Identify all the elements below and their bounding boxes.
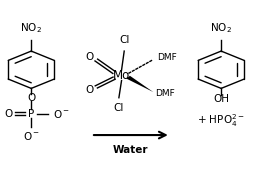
Text: NO$_2$: NO$_2$ [20, 21, 42, 35]
Text: O: O [85, 52, 94, 62]
Text: NO$_2$: NO$_2$ [210, 21, 232, 35]
Text: Water: Water [113, 145, 149, 155]
Text: Cl: Cl [114, 103, 124, 113]
Text: OH: OH [213, 94, 229, 104]
Text: DMF: DMF [158, 53, 177, 62]
Polygon shape [127, 76, 154, 92]
Text: DMF: DMF [155, 89, 175, 98]
Text: O: O [5, 109, 13, 119]
Text: O$^-$: O$^-$ [53, 108, 70, 120]
Text: + HPO$_4^{2-}$: + HPO$_4^{2-}$ [197, 113, 245, 130]
Text: O: O [27, 93, 35, 103]
Text: Mo: Mo [113, 69, 130, 82]
Text: O: O [85, 85, 94, 95]
Text: Cl: Cl [119, 36, 129, 45]
Text: P: P [28, 109, 34, 119]
Text: O$^-$: O$^-$ [23, 130, 40, 142]
